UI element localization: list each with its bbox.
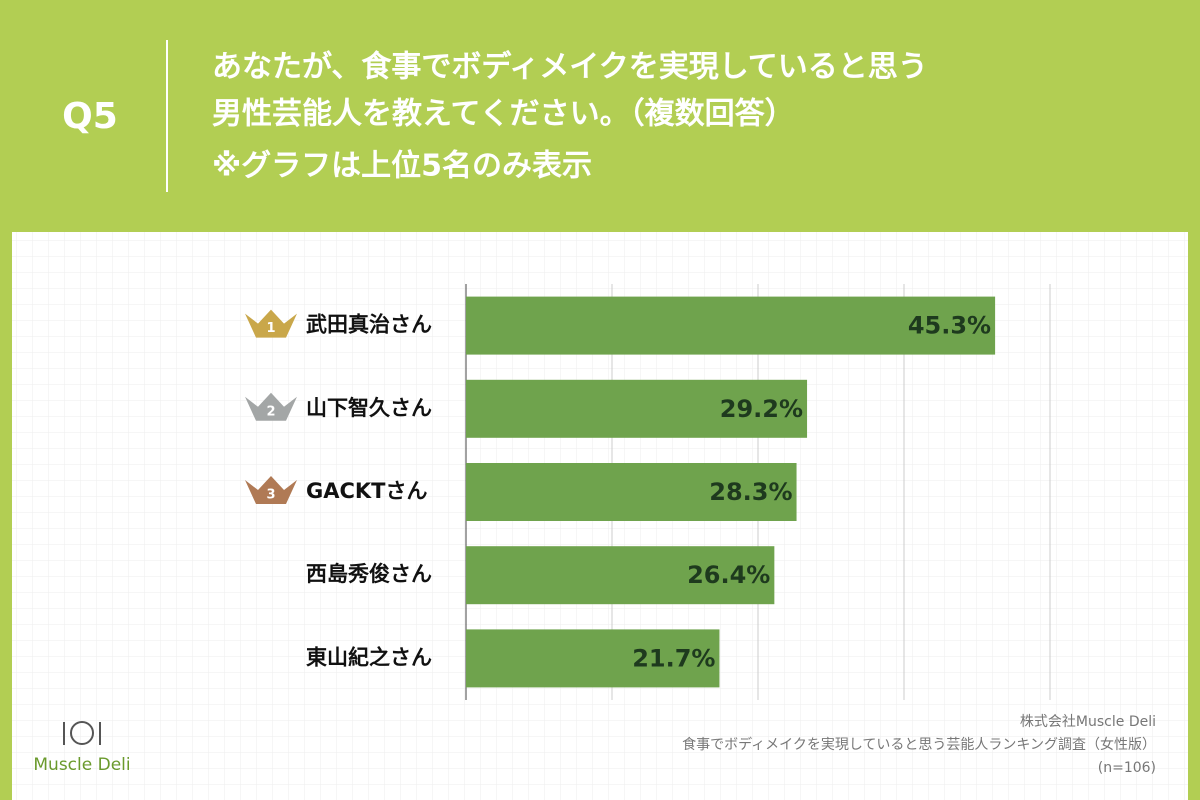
footer-company: 株式会社Muscle Deli bbox=[1020, 714, 1156, 730]
footer-sample: (n=106) bbox=[1098, 760, 1156, 776]
value-label: 26.4% bbox=[687, 561, 770, 589]
title-line: あなたが、食事でボディメイクを実現していると思う bbox=[212, 50, 928, 85]
logo: Muscle Deli bbox=[33, 721, 131, 775]
title-line: ※グラフは上位5名のみ表示 bbox=[212, 149, 592, 184]
category-label: GACKTさん bbox=[306, 479, 428, 503]
footer-survey: 食事でボディメイクを実現していると思う芸能人ランキング調査（女性版） bbox=[682, 736, 1156, 753]
rank-crown bbox=[245, 476, 297, 504]
category-label: 西島秀俊さん bbox=[306, 562, 432, 586]
category-label: 武田真治さん bbox=[306, 313, 432, 337]
title-line: 男性芸能人を教えてください。（複数回答） bbox=[212, 97, 795, 132]
value-label: 45.3% bbox=[908, 312, 991, 340]
bar bbox=[466, 379, 808, 438]
category-label: 山下智久さん bbox=[306, 396, 432, 420]
bar bbox=[466, 546, 775, 605]
rank-label: 2 bbox=[266, 404, 275, 419]
logo-text: Muscle Deli bbox=[33, 755, 130, 775]
rank-label: 1 bbox=[266, 321, 275, 336]
category-label: 東山紀之さん bbox=[306, 645, 432, 669]
logo-icon bbox=[70, 721, 94, 745]
rank-label: 3 bbox=[266, 488, 275, 503]
value-label: 21.7% bbox=[632, 644, 715, 672]
value-label: 28.3% bbox=[709, 478, 792, 506]
bar bbox=[466, 296, 996, 355]
bar bbox=[466, 629, 720, 688]
rank-crown bbox=[245, 309, 297, 338]
rank-crown bbox=[245, 392, 297, 421]
bar bbox=[466, 463, 797, 521]
value-label: 29.2% bbox=[720, 395, 803, 423]
question-number: Q5 bbox=[62, 96, 118, 137]
